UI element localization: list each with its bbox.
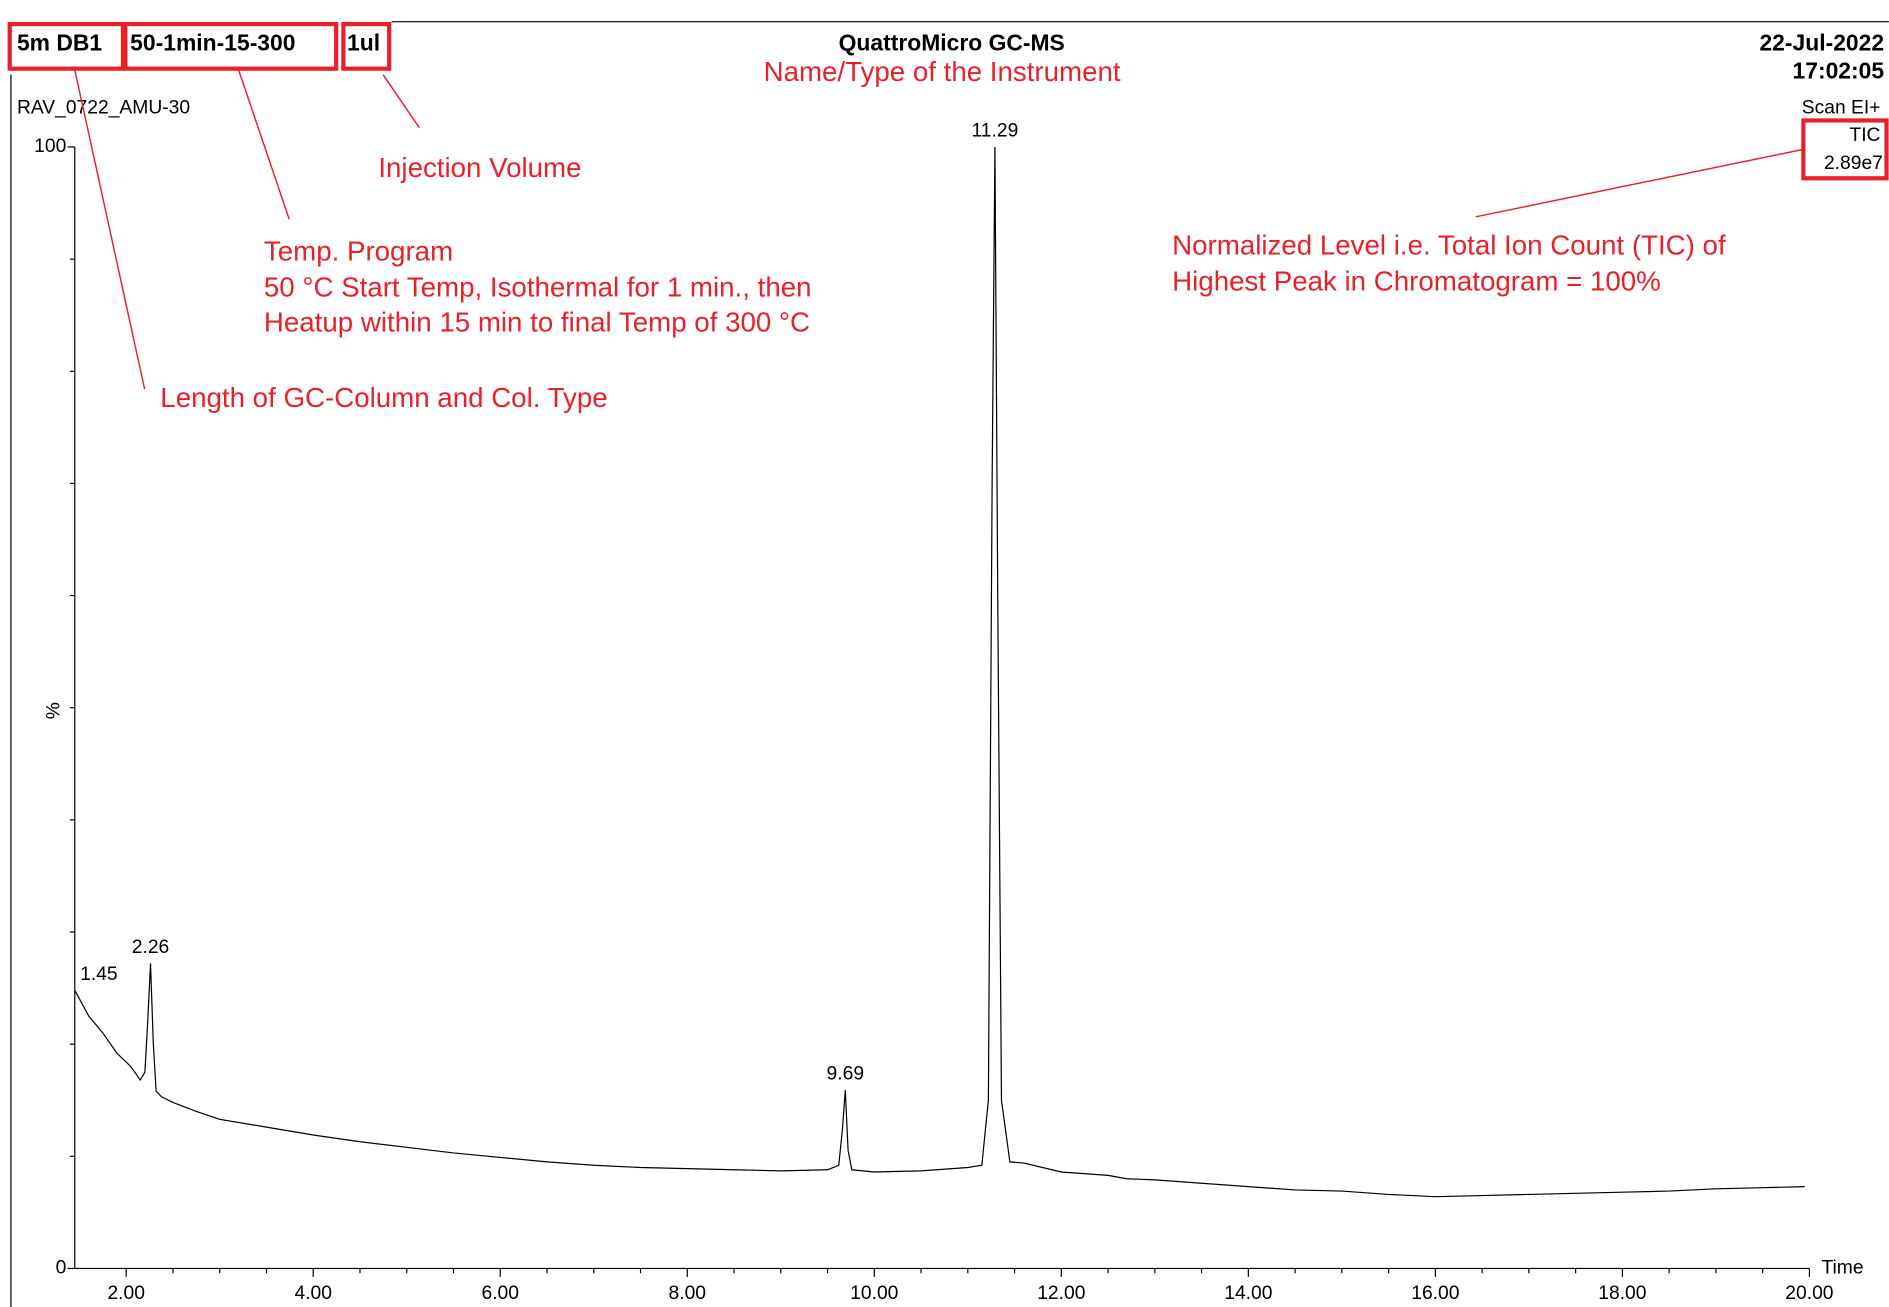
scan-label: Scan EI+ (1802, 98, 1881, 119)
peak-label: 2.26 (132, 937, 170, 958)
annotation: Name/Type of the Instrument (764, 56, 1121, 87)
y-tick-label: 0 (56, 1258, 67, 1279)
leader-line (1475, 148, 1804, 218)
leader-line (382, 74, 420, 129)
volume-label: 1ul (347, 30, 380, 56)
peak-label: 1.45 (80, 964, 118, 985)
highlight-box (123, 21, 339, 71)
annotation: 50 °C Start Temp, Isothermal for 1 min.,… (264, 271, 812, 302)
leader-line (237, 69, 290, 220)
y-axis-label: % (43, 702, 64, 719)
annotation: Length of GC-Column and Col. Type (160, 382, 607, 413)
highlight-box (7, 21, 126, 71)
trace-label: TIC (1849, 125, 1880, 146)
y-tick-label: 100 (34, 136, 66, 157)
x-tick-label: 18.00 (1598, 1283, 1646, 1304)
annotation: Highest Peak in Chromatogram = 100% (1172, 265, 1661, 296)
x-tick-label: 2.00 (107, 1283, 145, 1304)
date-label: 22-Jul-2022 (1759, 30, 1884, 56)
x-axis-label: Time (1821, 1258, 1863, 1279)
highlight-box (341, 21, 392, 71)
annotation: Heatup within 15 min to final Temp of 30… (264, 306, 810, 337)
annotation: Normalized Level i.e. Total Ion Count (T… (1172, 229, 1726, 260)
peak-label: 9.69 (827, 1064, 865, 1085)
time-label: 17:02:05 (1793, 57, 1885, 83)
peak-label: 11.29 (972, 120, 1019, 141)
x-tick-label: 16.00 (1411, 1283, 1459, 1304)
x-tick-label: 8.00 (669, 1283, 707, 1304)
sample-label: RAV_0722_AMU-30 (17, 98, 190, 119)
annotation: Temp. Program (264, 235, 453, 266)
x-tick-label: 6.00 (481, 1283, 519, 1304)
chromatogram-line (74, 146, 1805, 1198)
column-label: 5m DB1 (17, 30, 102, 56)
leader-line (74, 69, 146, 390)
annotation: Injection Volume (378, 152, 581, 183)
program-label: 50-1min-15-300 (130, 30, 295, 56)
x-tick-label: 10.00 (850, 1283, 898, 1304)
x-tick-label: 4.00 (294, 1283, 331, 1304)
x-tick-label: 12.00 (1037, 1283, 1085, 1304)
x-tick-label: 14.00 (1224, 1283, 1272, 1304)
instrument-label: QuattroMicro GC-MS (839, 30, 1065, 56)
intensity-label: 2.89e7 (1824, 153, 1883, 174)
x-tick-label: 20.00 (1785, 1283, 1833, 1304)
